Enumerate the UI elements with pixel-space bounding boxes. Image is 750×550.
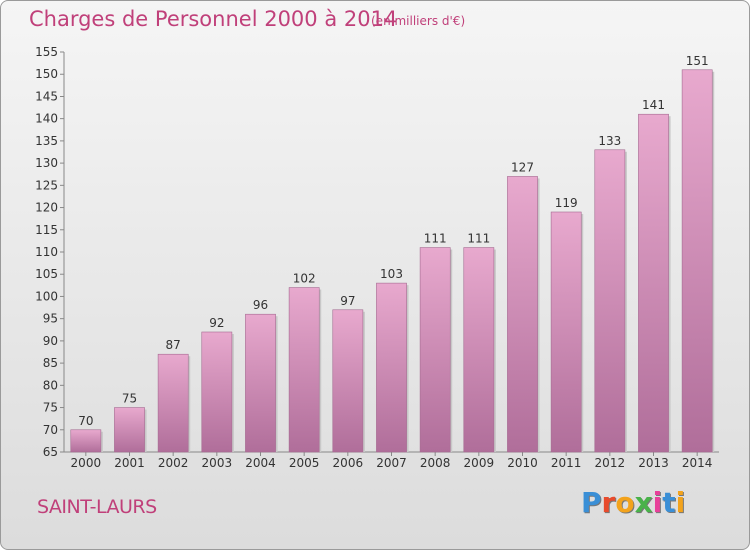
bar-2001: [114, 407, 145, 453]
x-tick-label: 2012: [595, 456, 626, 470]
x-tick-label: 2008: [420, 456, 451, 470]
commune-name: SAINT-LAURS: [37, 496, 157, 518]
y-tick-label: 80: [43, 378, 58, 392]
x-tick-label: 2010: [507, 456, 538, 470]
value-label: 70: [78, 414, 93, 428]
value-label: 97: [340, 294, 355, 308]
chart-subtitle: (en milliers d'€): [371, 14, 466, 28]
y-tick-label: 140: [35, 112, 58, 126]
y-tick-label: 125: [35, 178, 58, 192]
y-tick-label: 70: [43, 423, 58, 437]
y-tick-label: 75: [43, 401, 58, 415]
bar-2011: [550, 211, 582, 453]
y-tick-label: 90: [43, 334, 58, 348]
value-label: 127: [511, 160, 534, 174]
x-tick-label: 2005: [289, 456, 320, 470]
x-tick-label: 2009: [464, 456, 495, 470]
y-tick-label: 155: [35, 45, 58, 59]
x-tick-label: 2001: [114, 456, 145, 470]
proxiti-logo: Proxiti: [581, 486, 685, 519]
y-tick-label: 95: [43, 312, 58, 326]
x-tick-label: 2014: [682, 456, 713, 470]
x-tick-label: 2007: [376, 456, 407, 470]
y-tick-label: 110: [35, 245, 58, 259]
y-tick-label: 135: [35, 134, 58, 148]
bar-2006: [332, 309, 364, 453]
value-label: 75: [122, 392, 137, 406]
bar-2002: [157, 353, 189, 453]
bar-2003: [201, 331, 233, 453]
bar-2000: [70, 429, 102, 453]
y-tick-label: 120: [35, 201, 58, 215]
bar-2013: [638, 113, 669, 453]
y-tick-label: 150: [35, 67, 58, 81]
x-tick-label: 2002: [158, 456, 189, 470]
y-tick-label: 130: [35, 156, 58, 170]
x-tick-label: 2013: [638, 456, 669, 470]
logo-letter: t: [662, 486, 676, 519]
logo-letter: o: [615, 486, 635, 519]
bar-2005: [288, 287, 320, 453]
value-label: 87: [166, 338, 181, 352]
logo-letter: x: [634, 486, 653, 519]
y-tick-label: 145: [35, 89, 58, 103]
value-label: 92: [209, 316, 224, 330]
y-tick-label: 100: [35, 289, 58, 303]
logo-letter: r: [601, 486, 616, 519]
value-label: 141: [642, 98, 665, 112]
bar-2012: [594, 149, 626, 453]
chart-title: Charges de Personnel 2000 à 2014: [29, 7, 398, 31]
logo-letter: P: [581, 486, 602, 519]
logo-letter: i: [652, 486, 663, 519]
x-tick-label: 2011: [551, 456, 582, 470]
bar-2004: [245, 313, 276, 453]
logo-letter: i: [675, 486, 686, 519]
value-label: 102: [293, 272, 316, 286]
x-tick-label: 2000: [71, 456, 102, 470]
x-tick-label: 2003: [202, 456, 233, 470]
bar-2010: [507, 176, 538, 453]
value-label: 133: [598, 134, 621, 148]
bar-2009: [463, 247, 495, 453]
y-tick-label: 115: [35, 223, 58, 237]
bar-2014: [681, 69, 713, 453]
y-tick-label: 105: [35, 267, 58, 281]
value-label: 103: [380, 267, 403, 281]
x-tick-label: 2006: [333, 456, 364, 470]
value-label: 96: [253, 298, 268, 312]
y-tick-label: 65: [43, 445, 58, 459]
value-label: 151: [686, 54, 709, 68]
bar-2007: [376, 282, 407, 453]
value-label: 119: [555, 196, 578, 210]
value-label: 111: [424, 232, 447, 246]
value-label: 111: [467, 232, 490, 246]
bar-2008: [419, 247, 451, 453]
y-tick-label: 85: [43, 356, 58, 370]
x-tick-label: 2004: [245, 456, 276, 470]
